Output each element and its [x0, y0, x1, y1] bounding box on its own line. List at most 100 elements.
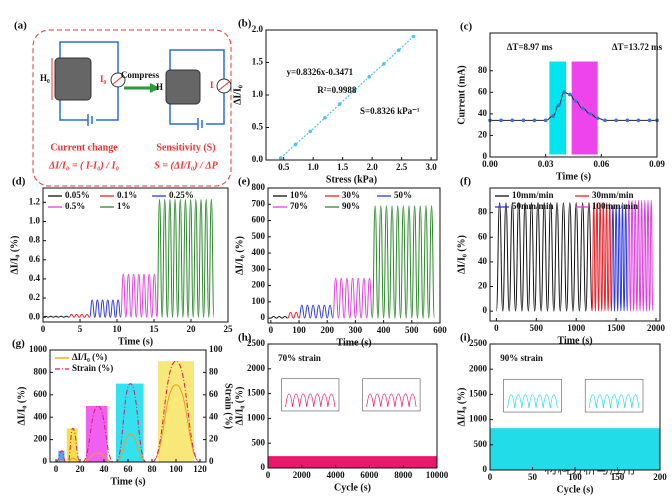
y2-tick-label: 60 — [209, 389, 219, 399]
band — [86, 406, 108, 462]
battery — [87, 114, 93, 126]
y-tick-label: 1500 — [469, 388, 488, 398]
annotation: S=0.8326 kPa⁻¹ — [360, 106, 420, 116]
point — [367, 75, 371, 79]
current-change: Current change — [50, 142, 118, 153]
x-tick-label: 20 — [76, 464, 86, 474]
area — [490, 428, 660, 470]
legend-label: 90% — [342, 201, 360, 211]
chart: (e) 0 100 200 300 400 500 600 0 100 200 300 400 500 60… — [234, 176, 447, 349]
y-tick-label: 0.8 — [29, 235, 41, 245]
panel-a: (a) H₀ I₀ Compress H I Current change ΔI… — [14, 20, 232, 187]
y-tick-label: 800 — [252, 182, 266, 192]
x-axis-label: Time (s) — [336, 337, 371, 348]
marker — [532, 118, 537, 123]
y-tick-label: 400 — [252, 247, 266, 257]
x-axis-label: Time (s) — [556, 171, 591, 182]
axes-frame — [489, 32, 658, 158]
sample — [54, 57, 92, 101]
legend-label: 50% — [394, 190, 412, 200]
x-tick-label: 100 — [292, 325, 306, 335]
inset-wave — [507, 394, 558, 409]
x-axis-label: Cycle (s) — [557, 484, 594, 495]
y-tick-label: 0.0 — [29, 311, 41, 321]
x-axis-label: Stress (kPa) — [326, 174, 377, 185]
annotation: 70% strain — [278, 353, 321, 363]
x-tick-label: 2000 — [293, 470, 312, 480]
y-tick-label: 0 — [261, 312, 266, 322]
y-tick-label: 0.6 — [29, 254, 41, 264]
point — [411, 34, 416, 39]
marker — [543, 118, 548, 123]
annotation: R²=0.9988 — [317, 85, 357, 95]
marker — [567, 92, 572, 97]
line — [495, 202, 593, 312]
y-axis-label: ΔI/I₀ (%) — [9, 236, 20, 275]
marker — [636, 118, 641, 123]
x-tick-label: 150 — [611, 472, 625, 482]
y-axis-label: ΔI/I₀ (%) — [234, 236, 245, 275]
y-tick-label: 0 — [483, 305, 488, 315]
y-tick-label: 700 — [252, 198, 266, 208]
y-tick-label: 2000 — [469, 363, 488, 373]
y-tick-label: 2500 — [469, 338, 488, 348]
y-tick-label: 20 — [478, 281, 488, 291]
chart: (h) 0 2000 4000 6000 8000 10000 0 500 1000 1500 200… — [234, 332, 448, 494]
y-tick-label: 60 — [478, 231, 488, 241]
y-tick-label: 0 — [261, 462, 266, 472]
legend-label: 70% — [290, 201, 308, 211]
x-tick-label: 2.5 — [396, 162, 408, 172]
annotation: 90% strain — [500, 353, 543, 363]
arrow-head — [150, 83, 160, 93]
chart: (b) 0.5 1.0 1.5 2.0 2.5 3.0 0.0 0.5 1.0 1.5 2.0 Stre… — [232, 18, 438, 185]
x-tick-label: 8000 — [394, 470, 413, 480]
marker — [562, 90, 567, 95]
y-tick-label: 2000 — [247, 363, 266, 373]
marker — [614, 118, 618, 123]
line — [156, 198, 215, 318]
x-tick-label: 1000 — [567, 323, 586, 333]
y-tick-label: 1.0 — [29, 216, 41, 226]
x-tick-label: 15 — [150, 324, 160, 334]
x-tick-label: 80 — [148, 464, 158, 474]
x-tick-label: 0.09 — [649, 159, 665, 169]
y-tick-label: 0.5 — [252, 122, 264, 132]
annotation: ΔT=13.72 ms — [612, 42, 663, 52]
x-tick-label: 10 — [113, 324, 123, 334]
y-tick-label: 500 — [252, 437, 266, 447]
marker — [625, 118, 630, 123]
point — [308, 129, 313, 134]
legend-label: 30% — [342, 190, 360, 200]
line — [626, 199, 654, 312]
y-tick-label: 1000 — [247, 412, 266, 422]
marker — [647, 118, 652, 123]
panel-label: (g) — [12, 338, 25, 350]
x-tick-label: 1500 — [607, 323, 626, 333]
y-tick-label: 0.0 — [252, 154, 264, 164]
y-tick-label: 200 — [34, 434, 48, 444]
legend-label: 10% — [290, 190, 308, 200]
y-tick-label: 100 — [252, 296, 266, 306]
chart: (c) 0.00 0.03 0.06 0.09 0 20 40 60 80 Time (s) Curr… — [456, 21, 665, 183]
marker — [603, 118, 607, 123]
x-tick-label: 0 — [54, 464, 59, 474]
y-tick-label: 40 — [478, 256, 488, 266]
y-tick-label: 1500 — [247, 388, 266, 398]
y-tick-label: 80 — [478, 207, 488, 217]
inset-wave — [588, 394, 640, 409]
x-tick-label: 200 — [653, 472, 667, 482]
y-tick-label: 800 — [34, 366, 48, 376]
sample — [165, 69, 201, 105]
y-tick-label: 1.0 — [252, 89, 264, 99]
x-tick-label: 40 — [100, 464, 110, 474]
y-tick-label: 600 — [252, 215, 266, 225]
line — [120, 273, 158, 318]
y-axis-label: ΔI/I₀ (%) — [456, 235, 467, 274]
inset — [362, 378, 421, 412]
y-tick-label: 600 — [34, 389, 48, 399]
i-label: I — [210, 80, 214, 90]
inset — [281, 378, 340, 412]
sensitivity-formula: S = (ΔI/I₀) / ΔP — [154, 160, 218, 171]
x-tick-label: 6000 — [360, 470, 379, 480]
panel-label: (i) — [460, 332, 471, 344]
